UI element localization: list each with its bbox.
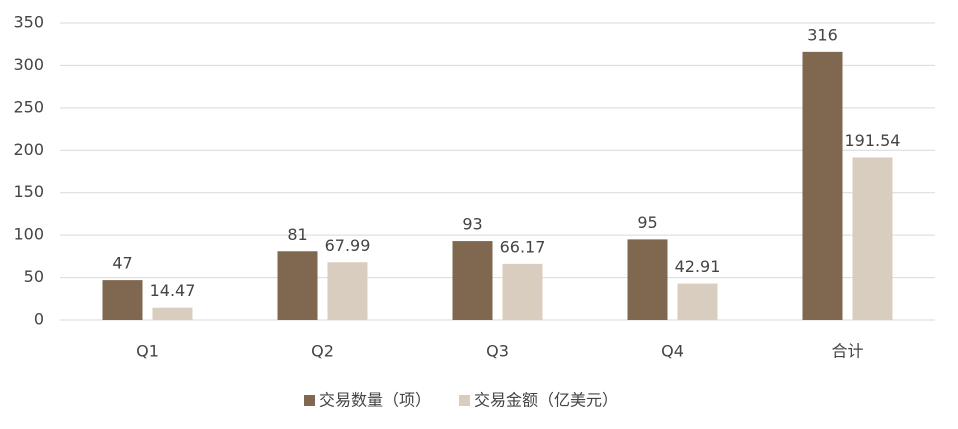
legend-swatch [304, 395, 315, 406]
bar [327, 262, 368, 320]
value-label: 95 [637, 213, 657, 232]
y-tick-label: 200 [13, 140, 44, 159]
bar [102, 280, 143, 320]
value-label: 14.47 [150, 281, 196, 300]
bar [502, 263, 543, 320]
bar [277, 251, 318, 320]
y-tick-label: 0 [34, 310, 44, 329]
value-label: 191.54 [845, 131, 901, 150]
value-label: 93 [462, 215, 482, 234]
value-label: 66.17 [500, 237, 546, 256]
y-tick-label: 150 [13, 182, 44, 201]
x-tick-label: Q4 [661, 342, 684, 361]
legend-swatch [459, 395, 471, 406]
y-tick-label: 250 [13, 97, 44, 116]
y-tick-label: 100 [13, 225, 44, 244]
x-tick-label: 合计 [831, 342, 863, 361]
x-tick-label: Q1 [136, 342, 159, 361]
bar [802, 51, 843, 320]
x-tick-label: Q3 [486, 342, 509, 361]
bar [677, 283, 718, 320]
value-label: 81 [287, 225, 307, 244]
bar [627, 239, 668, 320]
value-label: 42.91 [675, 257, 721, 276]
y-tick-label: 50 [24, 267, 44, 286]
value-label: 47 [112, 254, 132, 273]
y-tick-label: 300 [13, 55, 44, 74]
bar [152, 307, 193, 320]
bar [852, 157, 893, 320]
x-tick-label: Q2 [311, 342, 334, 361]
value-label: 316 [807, 25, 838, 44]
bar [452, 241, 493, 320]
value-label: 67.99 [325, 236, 371, 255]
y-tick-label: 350 [13, 13, 44, 32]
legend-label: 交易数量（项） [319, 391, 431, 410]
legend-label: 交易金额（亿美元） [474, 391, 618, 410]
